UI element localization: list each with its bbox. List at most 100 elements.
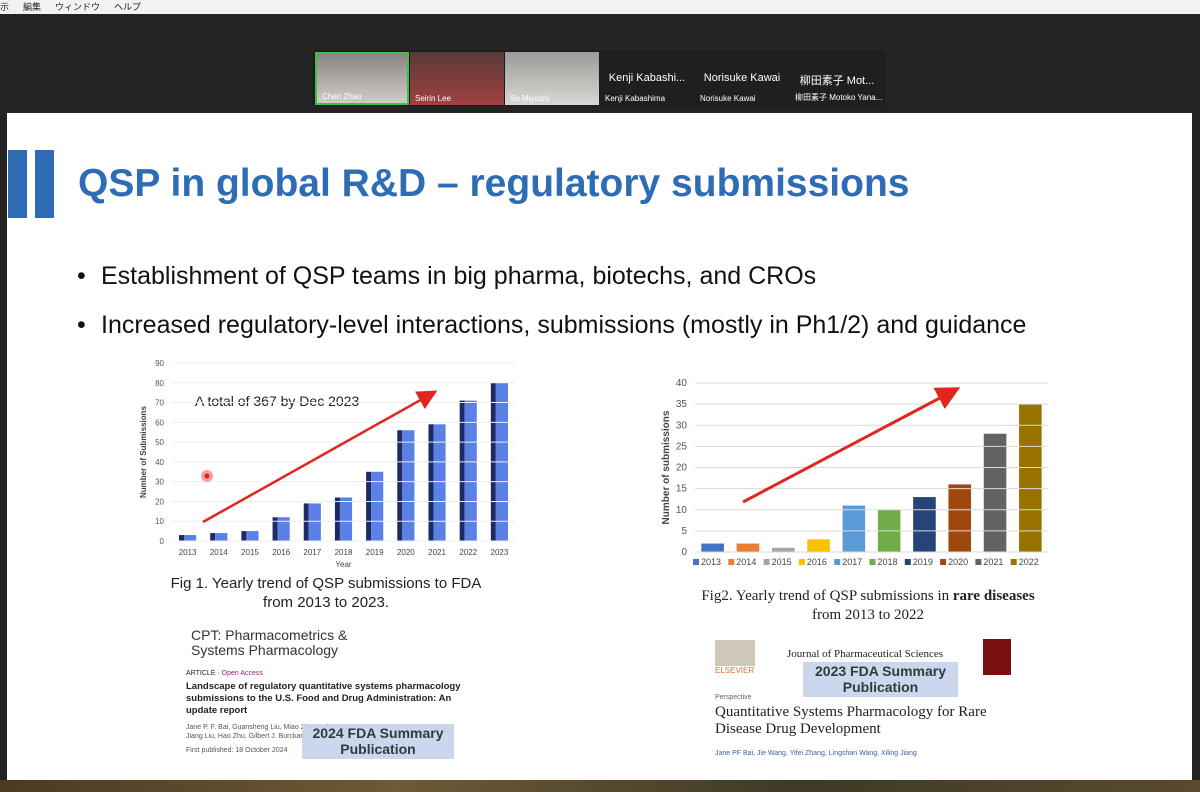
y-tick-label: 80	[155, 379, 164, 388]
participant-name: Chen Zhao	[322, 92, 362, 101]
participant-name: Kenji Kabashima	[605, 94, 666, 103]
legend-label: 2013	[701, 557, 721, 567]
y-tick-label: 10	[155, 517, 164, 526]
bar-front	[215, 533, 228, 541]
x-tick-label: 2018	[335, 548, 353, 557]
bar	[210, 533, 228, 541]
video-tile[interactable]: Seirin Lee	[410, 52, 504, 105]
bar-front	[277, 517, 290, 541]
bar-front	[184, 535, 197, 541]
publisher: ELSEVIER	[715, 666, 755, 675]
bar	[334, 497, 353, 541]
legend-swatch	[834, 559, 841, 565]
slide-title: QSP in global R&D – regulatory submissio…	[78, 162, 910, 205]
trend-arrow	[202, 390, 438, 524]
y-tick-label: 25	[676, 441, 688, 452]
legend-label: 2018	[878, 557, 898, 567]
article-type: Perspective	[715, 694, 752, 701]
title-bar	[8, 150, 27, 218]
legend-label: 2020	[948, 557, 968, 567]
bar	[701, 543, 724, 552]
participant-title: 柳田素子 Mot...	[799, 75, 875, 87]
name-tile[interactable]: Kenji Kabashi... Kenji Kabashima	[600, 52, 694, 105]
caption-bold: rare diseases	[952, 588, 1035, 604]
y-axis-label: Number of submissions	[661, 410, 672, 524]
article-title: Landscape of regulatory quantitative sys…	[186, 681, 461, 716]
title-bar	[35, 150, 54, 218]
legend-swatch	[904, 559, 911, 565]
authors: Jiang Liu, Hao Zhu, Gilbert J. Burckart	[186, 733, 305, 740]
overlay-label: 2023 FDA Summary Publication	[803, 662, 958, 697]
video-tile[interactable]: Chen Zhao	[315, 52, 409, 105]
legend-swatch	[728, 559, 735, 565]
bar-side	[459, 400, 465, 541]
bar-front	[464, 400, 477, 541]
bar	[842, 505, 866, 552]
bar-front	[433, 424, 446, 541]
y-tick-label: 20	[155, 497, 164, 506]
menu-item[interactable]: ウィンドウ	[55, 2, 101, 12]
legend-swatch	[940, 559, 947, 565]
y-tick-label: 5	[681, 526, 687, 537]
y-tick-label: 40	[155, 458, 164, 467]
bar	[1019, 404, 1042, 552]
name-tile[interactable]: 柳田素子 Mot... 柳田素子 Motoko Yana...	[790, 52, 884, 105]
figure-caption: Fig2. Yearly trend of QSP submissions in…	[700, 587, 1036, 625]
open-access: Open Access	[221, 670, 263, 677]
y-tick-label: 30	[676, 420, 688, 431]
y-tick-label: 0	[681, 547, 687, 558]
annotation: A total of 367 by Dec 2023	[195, 393, 359, 409]
y-tick-label: 40	[676, 378, 688, 389]
bar-front	[402, 430, 415, 541]
y-tick-label: 20	[676, 463, 688, 474]
bar	[241, 531, 259, 541]
bar-side	[334, 497, 340, 541]
menu-item[interactable]: 編集	[23, 2, 42, 12]
bullet: Establishment of QSP teams in big pharma…	[77, 262, 816, 291]
legend-label: 2015	[772, 557, 792, 567]
participant-name: Seirin Lee	[415, 94, 452, 103]
participant-title: Norisuke Kawai	[703, 72, 781, 84]
x-tick-label: 2020	[397, 548, 415, 557]
y-tick-label: 50	[155, 438, 164, 447]
cursor-dot	[204, 473, 210, 479]
y-tick-label: 10	[676, 505, 688, 516]
bar	[272, 517, 290, 541]
bar	[179, 535, 197, 541]
video-tile[interactable]: So Miyoshi	[505, 52, 599, 105]
menu-bar: 示 編集 ウィンドウ ヘルプ	[0, 0, 1200, 14]
legend-swatch	[1010, 559, 1017, 565]
menu-item[interactable]: ヘルプ	[114, 2, 142, 12]
menu-item[interactable]: 示	[0, 2, 10, 12]
y-axis-label: Number of Submissions	[139, 405, 148, 498]
y-tick-label: 15	[676, 484, 688, 495]
x-tick-label: 2015	[241, 548, 259, 557]
caption-text: Fig2. Yearly trend of QSP submissions in	[701, 588, 953, 604]
bar	[736, 543, 760, 552]
legend-swatch	[869, 559, 876, 565]
x-tick-label: 2023	[491, 548, 509, 557]
bar-side	[179, 535, 185, 541]
x-tick-label: 2022	[459, 548, 477, 557]
legend-label: 2014	[736, 557, 756, 567]
overlay-label: 2024 FDA Summary Publication	[302, 724, 454, 759]
bar-front	[308, 503, 321, 541]
x-tick-label: 2013	[179, 548, 197, 557]
bar	[397, 430, 415, 541]
name-tile[interactable]: Norisuke Kawai Norisuke Kawai	[695, 52, 789, 105]
x-axis-label: Year	[335, 560, 352, 569]
bar	[366, 471, 384, 541]
bar	[807, 539, 830, 552]
participant-name: So Miyoshi	[510, 94, 550, 103]
trend-arrow	[742, 387, 961, 504]
legend-swatch	[763, 559, 770, 565]
publish-date: First published: 18 October 2024	[186, 747, 288, 754]
bar	[771, 547, 795, 552]
bar-front	[246, 531, 259, 541]
x-tick-label: 2016	[272, 548, 290, 557]
authors: Jane P. F. Bai, Guansheng Liu, Miao Zhao…	[186, 724, 356, 731]
participant-name: Norisuke Kawai	[700, 94, 756, 103]
caption-text: from 2013 to 2022	[811, 607, 925, 623]
